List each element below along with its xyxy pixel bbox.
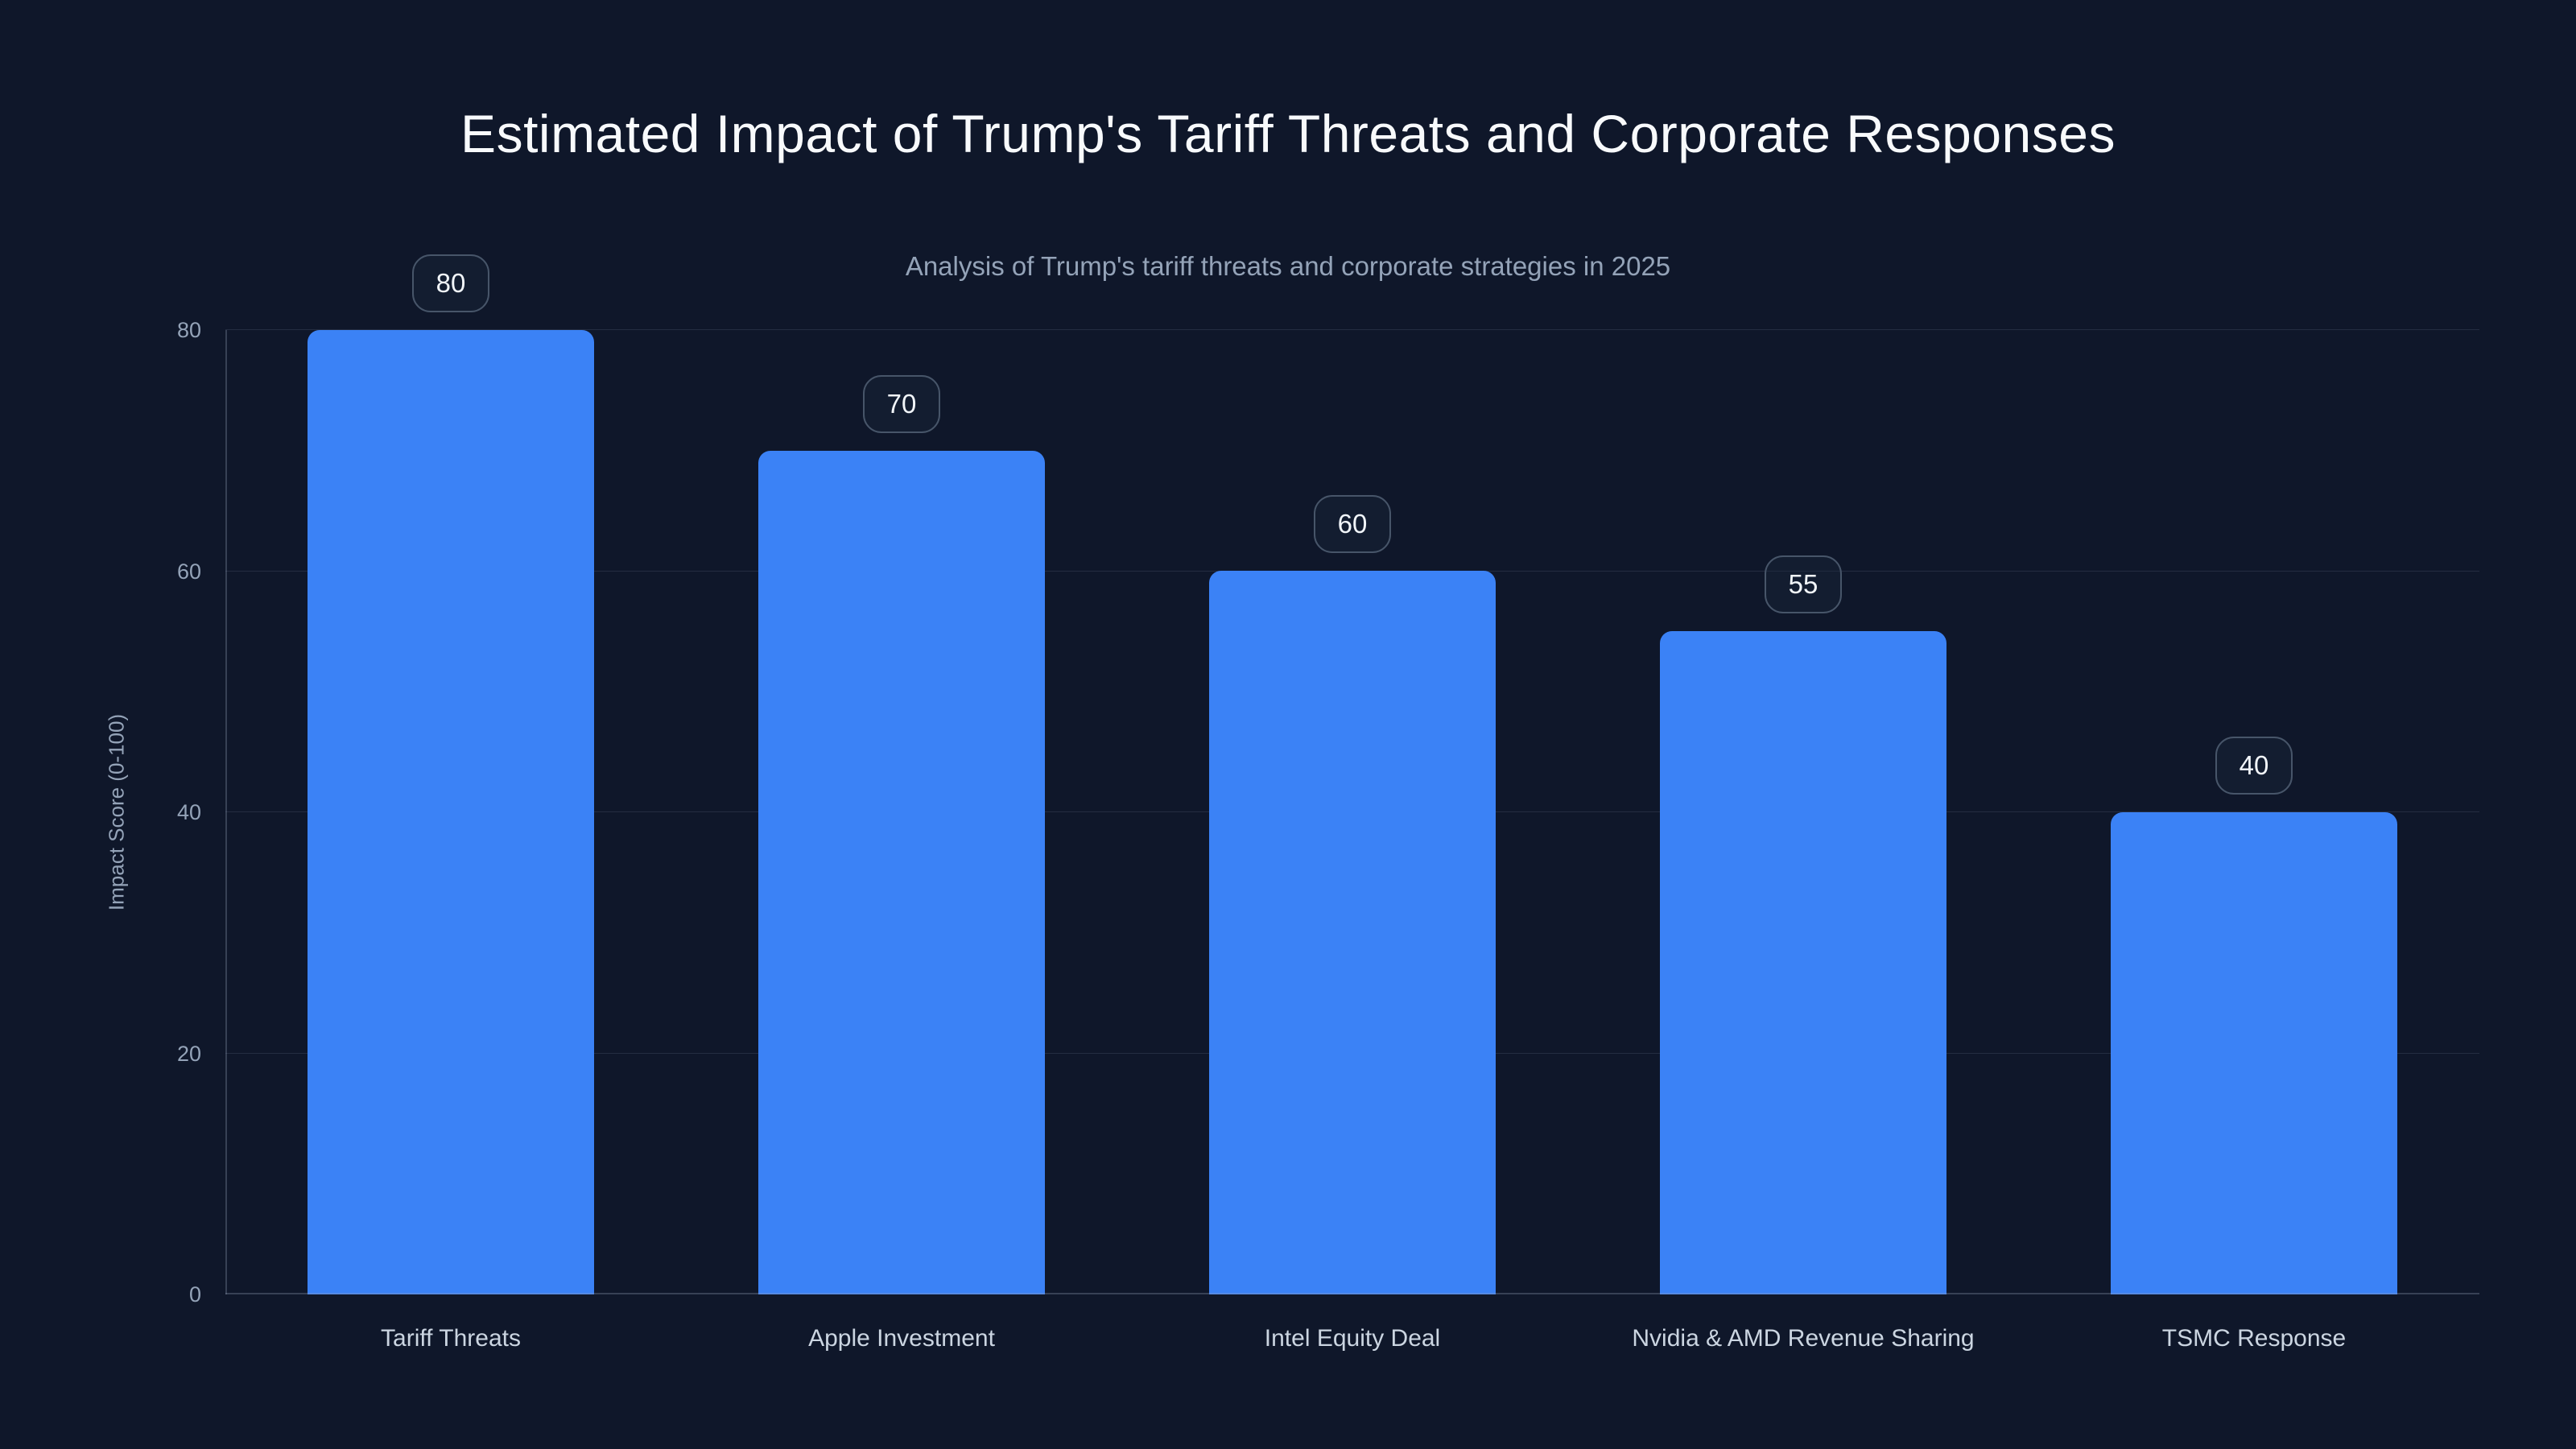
value-badge: 70	[863, 375, 940, 433]
value-badge: 80	[412, 254, 489, 312]
gridline	[225, 329, 2479, 330]
chart-title: Estimated Impact of Trump's Tariff Threa…	[460, 104, 2116, 163]
y-tick-label: 40	[176, 800, 201, 824]
value-badge: 60	[1314, 495, 1391, 553]
value-badge: 55	[1765, 555, 1842, 613]
x-category-label: Intel Equity Deal	[1264, 1325, 1441, 1352]
y-tick-label: 0	[188, 1282, 201, 1307]
bar-tariff-threats	[308, 330, 594, 1294]
plot-area: 0 20 40 60 80 80 Tariff Threats 70 Apple Investm…	[177, 254, 2479, 1352]
y-tick-label: 20	[176, 1041, 201, 1066]
x-category-label: TSMC Response	[2161, 1325, 2347, 1352]
x-category-label: Apple Investment	[808, 1325, 995, 1352]
y-tick-label: 80	[176, 318, 201, 342]
x-category-label: Nvidia & AMD Revenue Sharing	[1632, 1325, 1975, 1352]
x-category-label: Tariff Threats	[381, 1325, 521, 1352]
chart-subtitle: Analysis of Trump's tariff threats and c…	[905, 251, 1671, 281]
y-tick-label: 60	[176, 559, 201, 584]
bar-apple-investment	[758, 451, 1045, 1294]
value-badge: 40	[2215, 737, 2293, 795]
bar-intel-equity-deal	[1209, 571, 1496, 1294]
bar-tsmc-response	[2111, 812, 2397, 1294]
bar-nvidia-amd-revenue-sharing	[1660, 631, 1946, 1294]
